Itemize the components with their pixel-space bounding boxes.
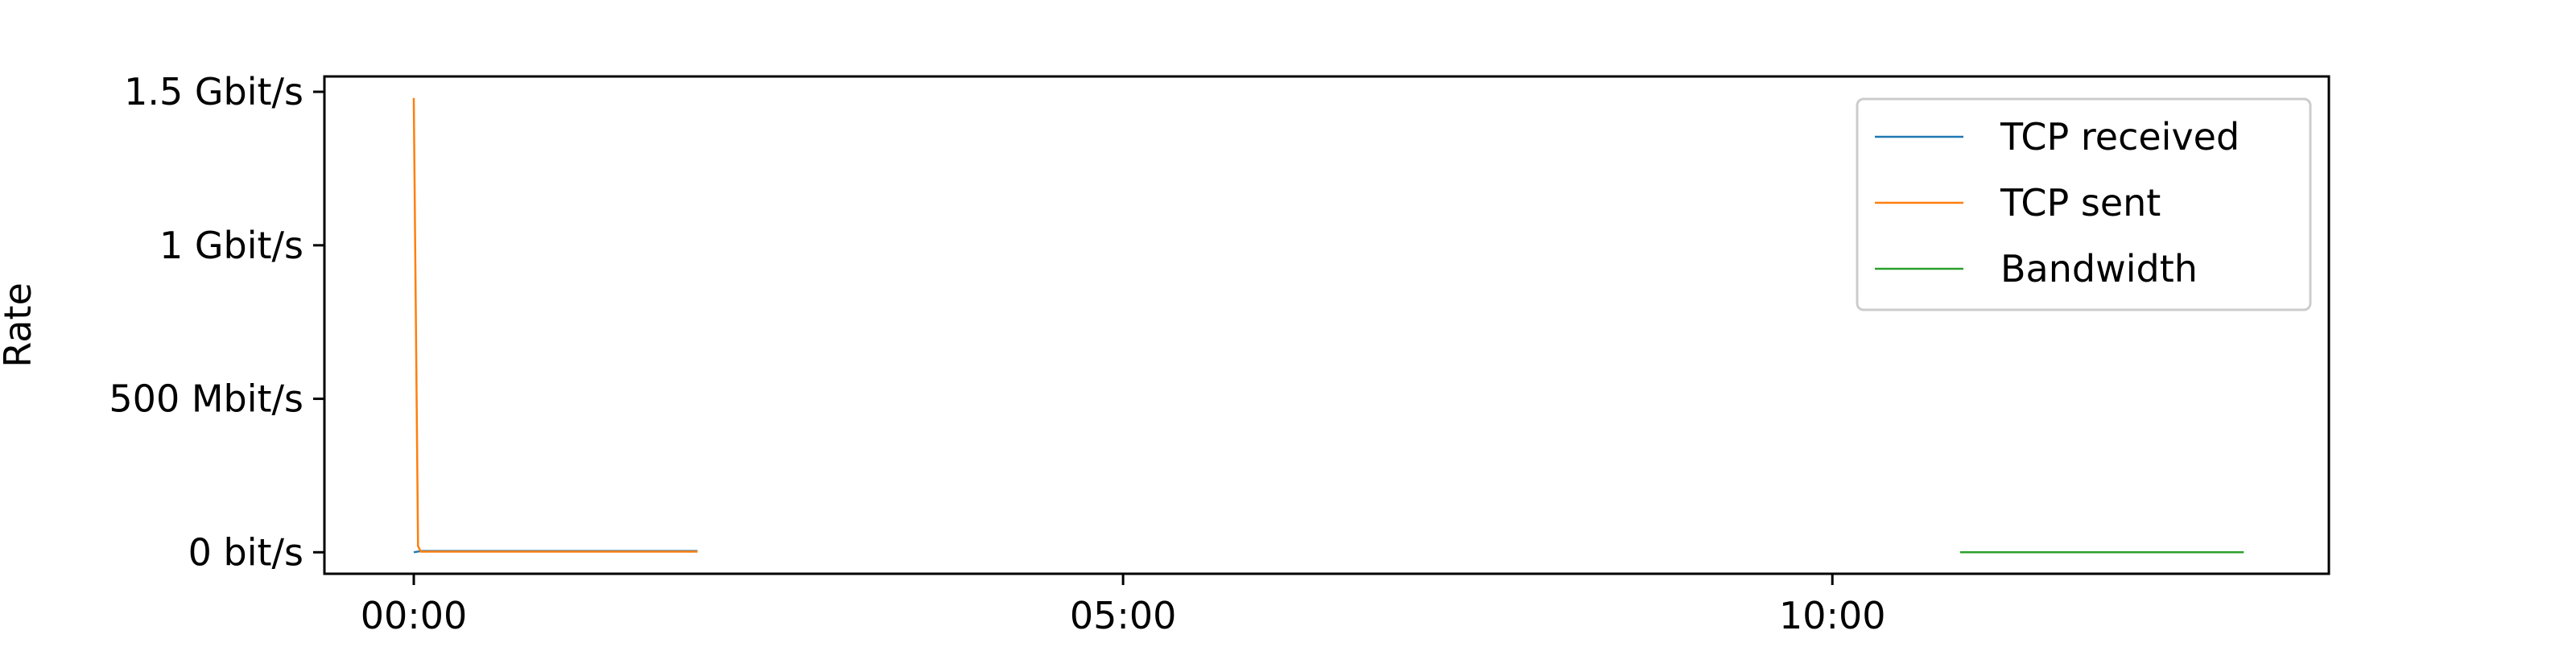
legend-label-bandwidth: Bandwidth <box>2000 247 2198 291</box>
plot-frame <box>323 75 2330 575</box>
legend-label-tcp-sent: TCP sent <box>2000 181 2161 225</box>
x-axis: 00:00 05:00 10:00 <box>361 574 1886 637</box>
x-tick-label: 05:00 <box>1070 594 1177 637</box>
y-tick-label: 0 bit/s <box>188 530 303 574</box>
x-tick-label: 00:00 <box>361 594 468 637</box>
y-axis-label: Rate <box>0 282 39 367</box>
legend-label-tcp-received: TCP received <box>2000 115 2240 159</box>
y-tick-label: 500 Mbit/s <box>109 377 303 421</box>
y-tick-label: 1 Gbit/s <box>159 224 303 267</box>
y-tick-label: 1.5 Gbit/s <box>124 70 303 113</box>
x-tick-label: 10:00 <box>1779 594 1886 637</box>
legend-box <box>1856 97 2312 311</box>
series-layer <box>412 97 2244 554</box>
series-line-tcp-sent <box>412 97 698 553</box>
y-axis: 0 bit/s 500 Mbit/s 1 Gbit/s 1.5 Gbit/s <box>109 70 324 574</box>
legend-items: TCP received TCP sent Bandwidth <box>1875 115 2240 291</box>
legend: TCP received TCP sent Bandwidth <box>1856 97 2312 311</box>
